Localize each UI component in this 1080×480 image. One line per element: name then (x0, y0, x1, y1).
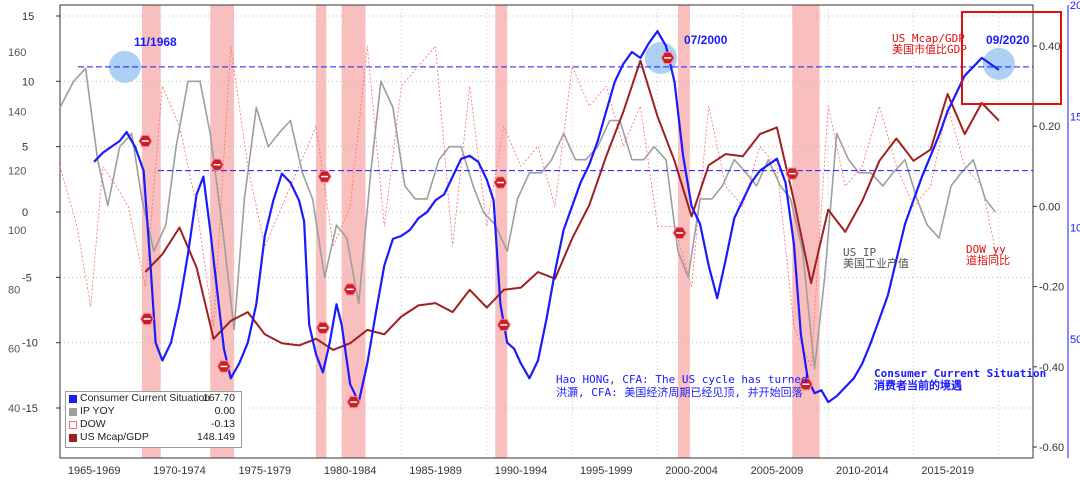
tick-label-x: 1980-1984 (324, 465, 377, 477)
tick-label-left-inner: -10 (22, 338, 38, 350)
annotation-dow-en: DOW yy (966, 243, 1006, 256)
annotation-consumer-en: Consumer Current Situation (874, 367, 1046, 380)
legend-value-dow: -0.13 (211, 418, 235, 430)
tick-label-x: 1990-1994 (495, 465, 548, 477)
annotation-peak-2000: 07/2000 (684, 33, 728, 47)
tick-label-x: 2000-2004 (665, 465, 718, 477)
tick-label-right-inner: 0.00 (1039, 201, 1060, 213)
annotation-consumer-cn: 消费者当前的境遇 (874, 378, 962, 392)
tick-label-left-inner: -5 (22, 272, 32, 284)
tick-label-right-outer: 50 (1070, 334, 1080, 346)
tick-label-right-inner: -0.60 (1039, 442, 1064, 454)
series-line-ip-yoy (59, 67, 997, 370)
annotation-peak-1968: 11/1968 (134, 35, 177, 49)
tick-label-x: 2010-2014 (836, 465, 889, 477)
annotation-note-en: Hao HONG, CFA: The US cycle has turned (556, 373, 808, 386)
plot-frame (59, 4, 1034, 459)
right-inner-axis: -0.60 -0.40 -0.20 0.00 0.20 0.40 (1033, 41, 1064, 454)
tick-label-right-outer: 200 (1070, 0, 1080, 12)
legend-item-ip: IP YOY 0.00 (66, 405, 241, 418)
tick-label-x: 2005-2009 (751, 465, 804, 477)
legend: Consumer Current Situation 167.70 IP YOY… (65, 391, 242, 448)
series-line-us-mcap-gdp (144, 59, 1000, 351)
legend-label-consumer: Consumer Current Situation (80, 392, 211, 404)
recession-band (316, 5, 327, 458)
legend-label-mcap: US Mcap/GDP (80, 431, 149, 443)
legend-value-consumer: 167.70 (202, 392, 235, 404)
tick-label-left-inner: -15 (22, 403, 38, 415)
highlight-box (961, 11, 1062, 105)
tick-label-left-outer: 40 (8, 403, 20, 415)
annotation-ip-cn: 美国工业产值 (843, 256, 909, 270)
legend-swatch-dow (69, 421, 77, 429)
tick-label-left-outer: 80 (8, 284, 20, 296)
tick-label-left-inner: 0 (22, 207, 28, 219)
annotation-mcap-en: US Mcap/GDP (892, 32, 965, 45)
left-outer-axis: 40 60 80 100 120 140 160 (8, 47, 26, 415)
series-line-dow (59, 45, 1000, 368)
tick-label-right-inner: -0.20 (1039, 282, 1064, 294)
recession-band (495, 5, 508, 458)
tick-label-left-outer: 120 (8, 166, 26, 178)
tick-label-left-outer: 160 (8, 47, 26, 59)
legend-swatch-mcap (69, 434, 77, 442)
legend-label-dow: DOW (80, 418, 106, 430)
legend-item-dow: DOW -0.13 (66, 418, 241, 431)
tick-label-right-outer: 150 (1070, 111, 1080, 123)
highlight-circle (982, 47, 1015, 80)
legend-item-mcap: US Mcap/GDP 148.149 (66, 431, 241, 444)
tick-label-x: 1975-1979 (239, 465, 292, 477)
peak-markers (138, 51, 814, 409)
annotation-ip-en: US IP (843, 246, 876, 259)
legend-value-ip: 0.00 (214, 405, 235, 417)
tick-label-x: 2015-2019 (921, 465, 974, 477)
tick-label-left-outer: 140 (8, 106, 26, 118)
tick-label-left-outer: 60 (8, 344, 20, 356)
tick-label-right-inner: 0.20 (1039, 121, 1060, 133)
right-outer-axis: 50 100 150 200 (1067, 0, 1080, 458)
legend-value-mcap: 148.149 (197, 431, 235, 443)
tick-label-x: 1985-1989 (409, 465, 462, 477)
tick-label-right-inner: 0.40 (1039, 41, 1060, 53)
tick-label-left-inner: 5 (22, 142, 28, 154)
tick-label-right-inner: -0.40 (1039, 362, 1064, 374)
reference-lines (78, 66, 1033, 172)
legend-label-ip: IP YOY (80, 405, 115, 417)
annotation-peak-2020: 09/2020 (986, 33, 1030, 47)
tick-label-x: 1995-1999 (580, 465, 633, 477)
legend-swatch-consumer (69, 395, 77, 403)
tick-label-right-outer: 100 (1070, 223, 1080, 235)
series-line-consumer-current-situation (93, 30, 1000, 404)
tick-label-left-outer: 100 (8, 225, 26, 237)
legend-swatch-ip (69, 408, 77, 416)
tick-label-x: 1965-1969 (68, 465, 121, 477)
tick-label-left-inner: 15 (22, 11, 34, 23)
legend-item-consumer: Consumer Current Situation 167.70 (66, 392, 241, 405)
tick-label-x: 1970-1974 (153, 465, 206, 477)
x-axis: 1965-1969 1970-1974 1975-1979 1980-1984 1985… (68, 465, 974, 477)
series-lines (59, 30, 1000, 404)
left-inner-axis: -15 -10 -5 0 5 10 15 (22, 11, 60, 415)
annotation-note-cn: 洪灝, CFA: 美国经济周期已经见顶, 并开始回落 (556, 385, 803, 399)
annotation-mcap-cn: 美国市值比GDP (892, 42, 967, 56)
tick-label-left-inner: 10 (22, 76, 34, 88)
annotation-dow-cn: 道指同比 (966, 253, 1010, 267)
